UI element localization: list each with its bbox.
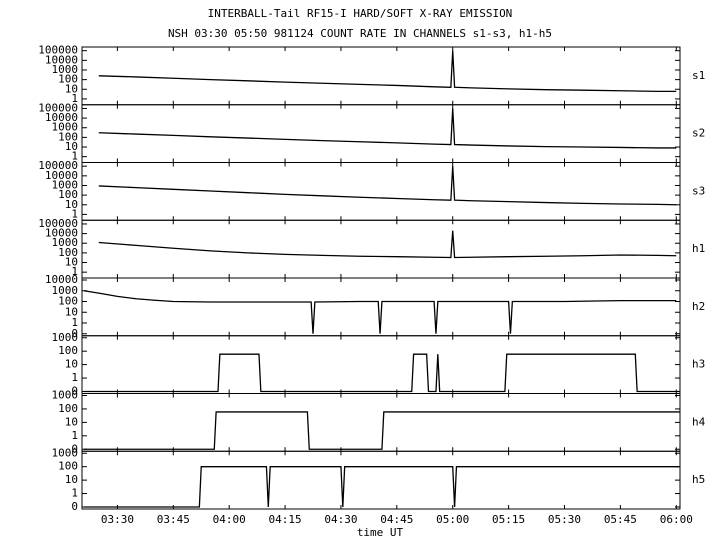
y-tick-label: 0: [71, 327, 78, 340]
y-tick-label: 100: [58, 188, 78, 201]
y-tick-label: 1000: [52, 446, 79, 459]
x-tick-label: 05:15: [492, 513, 525, 526]
y-tick-label: 1000: [52, 331, 79, 344]
x-tick-label: 03:45: [157, 513, 190, 526]
y-tick-label: 1000: [52, 121, 79, 134]
panel-label: h5: [692, 473, 705, 486]
y-tick-label: 100000: [38, 159, 78, 172]
y-tick-label: 100: [58, 295, 78, 308]
panel-label: h1: [692, 242, 705, 255]
y-tick-label: 10: [65, 415, 78, 428]
y-tick-label: 0: [71, 385, 78, 398]
chart-title: INTERBALL-Tail RF15-I HARD/SOFT X-RAY EM…: [208, 7, 513, 20]
y-tick-label: 10: [65, 256, 78, 269]
x-tick-label: 05:45: [604, 513, 637, 526]
y-tick-label: 10: [65, 305, 78, 318]
data-line: [83, 411, 680, 450]
y-tick-label: 100: [58, 130, 78, 143]
data-line: [83, 290, 677, 334]
y-tick-label: 10: [65, 198, 78, 211]
y-tick-label: 100: [58, 402, 78, 415]
x-tick-label: 05:00: [436, 513, 469, 526]
y-tick-label: 10000: [45, 273, 78, 286]
x-tick-label: 04:30: [324, 513, 357, 526]
y-tick-label: 0: [71, 500, 78, 513]
chart-subtitle: NSH 03:30 05:50 981124 COUNT RATE IN CHA…: [168, 27, 552, 40]
x-axis-label: time UT: [357, 526, 404, 539]
y-tick-label: 10: [65, 358, 78, 371]
y-tick-label: 1: [71, 316, 78, 329]
y-tick-label: 100000: [38, 217, 78, 230]
y-tick-label: 1000: [52, 63, 79, 76]
y-tick-label: 1: [71, 371, 78, 384]
y-tick-label: 1000: [52, 236, 79, 249]
x-tick-label: 04:15: [268, 513, 301, 526]
y-tick-label: 1000: [52, 178, 79, 191]
y-tick-label: 1: [71, 265, 78, 278]
data-line: [98, 108, 677, 149]
data-line: [98, 230, 677, 259]
y-tick-label: 10000: [45, 111, 78, 124]
x-tick-label: 05:30: [548, 513, 581, 526]
x-tick-label: 06:00: [660, 513, 693, 526]
data-line: [83, 466, 680, 508]
y-tick-label: 1: [71, 150, 78, 163]
y-tick-label: 1: [71, 487, 78, 500]
y-tick-label: 1: [71, 207, 78, 220]
x-tick-label: 04:45: [380, 513, 413, 526]
data-line: [98, 166, 677, 206]
panel-label: s2: [692, 127, 705, 140]
y-tick-label: 1000: [52, 284, 79, 297]
x-tick-label: 04:00: [213, 513, 246, 526]
y-tick-label: 0: [71, 442, 78, 455]
y-tick-label: 1: [71, 92, 78, 105]
y-tick-label: 1: [71, 429, 78, 442]
y-tick-label: 10000: [45, 53, 78, 66]
y-tick-label: 10: [65, 140, 78, 153]
panel-label: s1: [692, 69, 705, 82]
y-tick-label: 100000: [38, 44, 78, 57]
y-tick-label: 100: [58, 460, 78, 473]
panel-label: h2: [692, 300, 705, 313]
y-tick-label: 10000: [45, 227, 78, 240]
y-tick-label: 10000: [45, 169, 78, 182]
y-tick-label: 10: [65, 82, 78, 95]
panel-label: s3: [692, 184, 705, 197]
y-tick-label: 100: [58, 73, 78, 86]
panel-label: h4: [692, 415, 706, 428]
y-tick-label: 100: [58, 344, 78, 357]
y-tick-label: 10: [65, 473, 78, 486]
data-line: [98, 50, 677, 93]
x-tick-label: 03:30: [101, 513, 134, 526]
y-tick-label: 100000: [38, 101, 78, 114]
y-tick-label: 100: [58, 246, 78, 259]
panel-label: h3: [692, 358, 705, 371]
data-line: [83, 353, 680, 393]
y-tick-label: 1000: [52, 389, 79, 402]
